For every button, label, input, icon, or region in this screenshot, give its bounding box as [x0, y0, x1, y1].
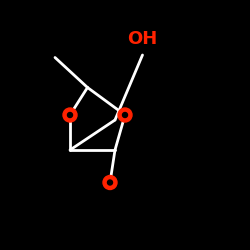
Circle shape [63, 108, 77, 122]
Circle shape [103, 176, 117, 190]
Text: OH: OH [128, 30, 158, 48]
Circle shape [108, 180, 112, 185]
Circle shape [118, 108, 132, 122]
Circle shape [68, 112, 72, 117]
Circle shape [122, 112, 128, 117]
